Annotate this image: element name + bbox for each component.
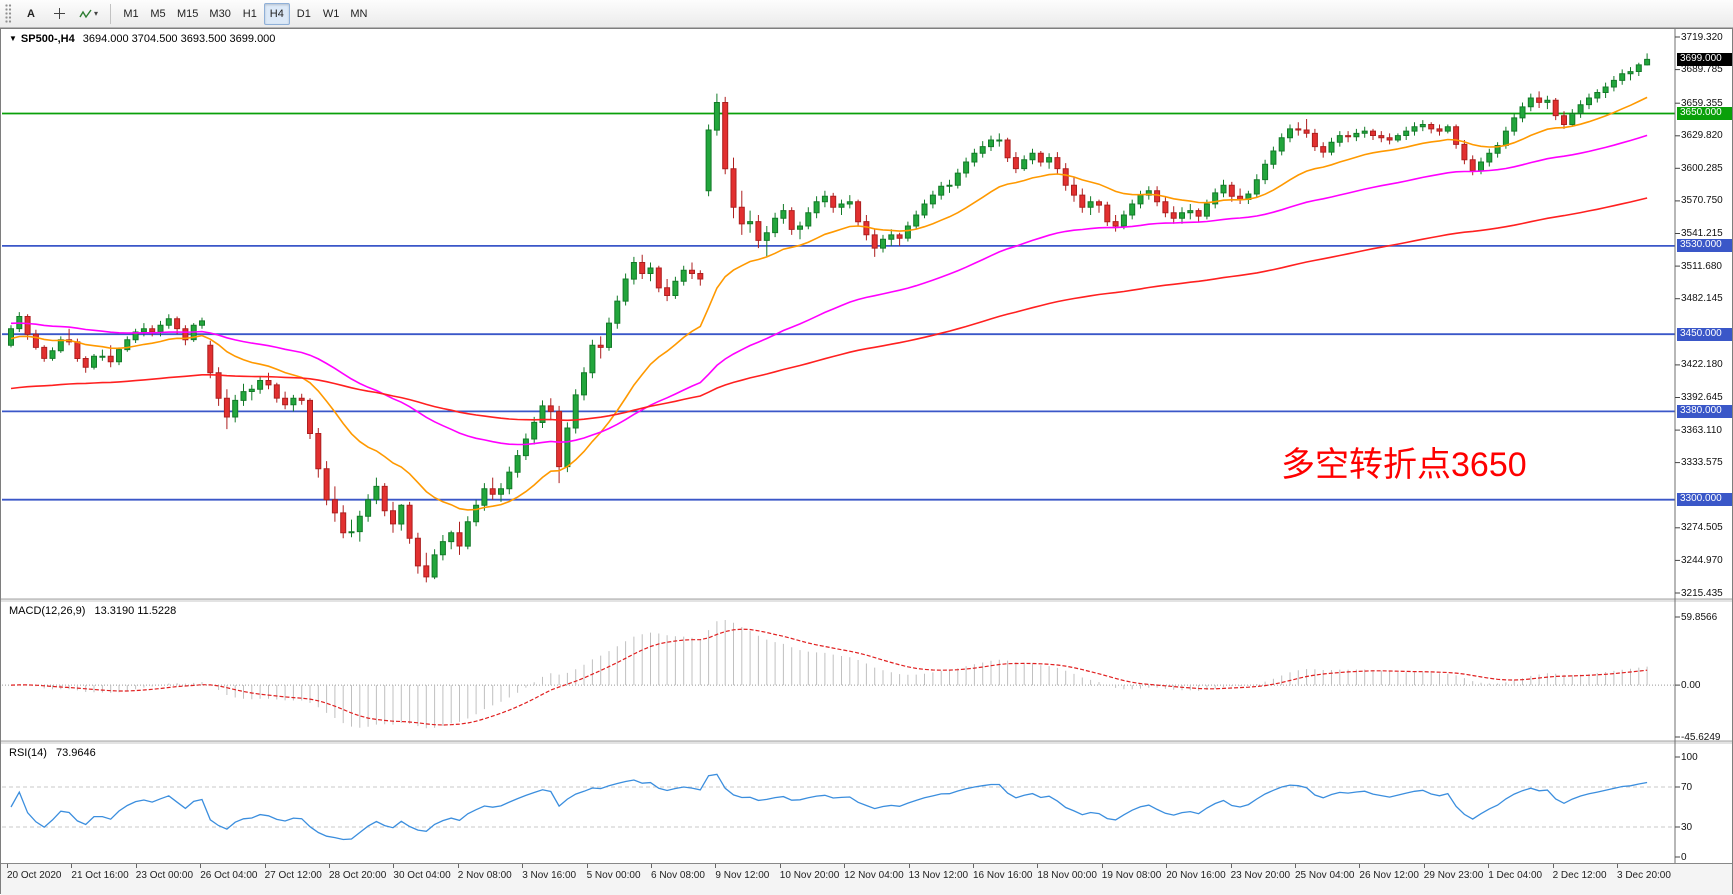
rsi-line — [10, 773, 1648, 841]
chart-background — [1, 29, 1732, 863]
time-tick-mark — [586, 864, 588, 868]
macd-signal-line — [10, 628, 1648, 726]
time-tick-label: 23 Oct 00:00 — [135, 870, 194, 881]
time-tick-label: 3 Dec 20:00 — [1617, 870, 1671, 881]
timeframe-group: M1 M5 M15 M30 H1 H4 D1 W1 MN — [118, 2, 372, 25]
zigzag-indicator-icon — [79, 9, 92, 18]
time-tick-mark — [393, 864, 395, 868]
bear-candle-bodies — [24, 97, 1567, 578]
time-tick-mark — [1037, 864, 1039, 868]
time-tick-mark — [1552, 864, 1554, 868]
time-tick-mark — [1101, 864, 1103, 868]
time-tick-mark — [71, 864, 73, 868]
time-tick-mark — [522, 864, 524, 868]
time-tick-mark — [651, 864, 652, 868]
time-tick-mark — [264, 864, 266, 868]
time-tick-label: 2 Nov 08:00 — [457, 870, 512, 881]
time-tick-label: 20 Oct 2020 — [7, 870, 62, 881]
ma-mid-magenta — [10, 134, 1648, 446]
rsi-name: RSI(14) — [9, 747, 47, 759]
time-tick-label: 27 Oct 12:00 — [264, 870, 322, 881]
timeframe-button-m30[interactable]: M30 — [204, 3, 235, 25]
time-tick-label: 26 Oct 04:00 — [200, 870, 258, 881]
time-tick-mark — [779, 864, 781, 868]
time-tick-label: 18 Nov 00:00 — [1037, 870, 1097, 881]
time-tick-mark — [7, 864, 8, 868]
timeframe-button-mn[interactable]: MN — [345, 3, 372, 25]
time-tick-label: 23 Nov 20:00 — [1230, 870, 1291, 881]
time-tick-label: 2 Dec 12:00 — [1552, 870, 1607, 881]
timeframe-button-h1[interactable]: H1 — [237, 3, 263, 25]
time-tick-mark — [1488, 864, 1490, 868]
time-tick-label: 3 Nov 16:00 — [522, 870, 577, 881]
time-tick-label: 29 Nov 23:00 — [1423, 870, 1484, 881]
price-chart[interactable] — [1, 29, 1732, 863]
symbol-header: ▼ SP500-,H4 3694.000 3704.500 3693.500 369… — [9, 33, 275, 45]
time-tick-mark — [457, 864, 459, 868]
timeframe-button-m1[interactable]: M1 — [118, 3, 144, 25]
toolbar-separator — [110, 3, 112, 24]
indicators-dropdown-button[interactable]: ▾ — [74, 3, 103, 25]
crosshair-icon — [53, 8, 65, 19]
time-tick-mark — [844, 864, 846, 868]
chart-window: ▼ SP500-,H4 3694.000 3704.500 3693.500 369… — [0, 28, 1733, 895]
timeframe-button-d1[interactable]: D1 — [291, 3, 317, 25]
time-tick-mark — [1230, 864, 1232, 868]
time-tick-mark — [329, 864, 330, 868]
macd-values: 13.3190 11.5228 — [94, 605, 177, 617]
time-tick-mark — [1617, 864, 1618, 868]
ohlc-values: 3694.000 3704.500 3693.500 3699.000 — [82, 33, 276, 45]
time-tick-mark — [973, 864, 974, 868]
time-tick-mark — [908, 864, 910, 868]
time-tick-label: 30 Oct 04:00 — [393, 870, 451, 881]
timeframe-button-m5[interactable]: M5 — [145, 3, 171, 25]
toolbar-grip[interactable] — [5, 3, 12, 24]
chart-annotation-text: 多空转折点3650 — [1281, 446, 1527, 484]
time-axis[interactable]: 20 Oct 2020 21 Oct 16:00 23 Oct 00:00 26 Oc… — [1, 863, 1732, 895]
symbol-name: SP500-,H4 — [20, 33, 75, 45]
time-tick-label: 16 Nov 16:00 — [973, 870, 1033, 881]
bull-candle-bodies — [8, 58, 1651, 578]
text-annotation-button[interactable]: A — [18, 3, 44, 25]
time-tick-mark — [1166, 864, 1168, 868]
time-tick-label: 25 Nov 04:00 — [1295, 870, 1355, 881]
macd-name: MACD(12,26,9) — [9, 605, 86, 617]
time-tick-label: 20 Nov 16:00 — [1166, 870, 1226, 881]
pane-separator[interactable] — [1, 599, 1732, 602]
time-tick-label: 5 Nov 00:00 — [586, 870, 641, 881]
time-tick-mark — [1423, 864, 1425, 868]
time-tick-label: 6 Nov 08:00 — [651, 870, 705, 881]
time-tick-label: 9 Nov 12:00 — [715, 870, 770, 881]
timeframe-button-m15[interactable]: M15 — [172, 3, 203, 25]
time-tick-label: 12 Nov 04:00 — [844, 870, 904, 881]
time-tick-label: 26 Nov 12:00 — [1359, 870, 1419, 881]
time-tick-mark — [1359, 864, 1361, 868]
rsi-pane-label: RSI(14) 73.9646 — [9, 747, 96, 759]
time-tick-mark — [715, 864, 717, 868]
time-tick-label: 28 Oct 20:00 — [329, 870, 387, 881]
time-tick-label: 13 Nov 12:00 — [908, 870, 969, 881]
timeframe-button-w1[interactable]: W1 — [318, 3, 345, 25]
chevron-down-icon: ▾ — [94, 9, 99, 18]
time-tick-label: 21 Oct 16:00 — [71, 870, 129, 881]
time-tick-mark — [135, 864, 137, 868]
timeframe-button-h4[interactable]: H4 — [263, 2, 290, 25]
time-tick-label: 19 Nov 08:00 — [1101, 870, 1162, 881]
time-tick-label: 10 Nov 20:00 — [779, 870, 840, 881]
main-toolbar: A ▾ M1 M5 M15 M30 H1 H4 D1 W1 MN — [0, 0, 1733, 28]
macd-pane-label: MACD(12,26,9) 13.3190 11.5228 — [9, 605, 176, 617]
time-tick-label: 1 Dec 04:00 — [1488, 870, 1543, 881]
ma-slow-red — [10, 197, 1648, 422]
time-tick-mark — [1295, 864, 1296, 868]
time-tick-mark — [200, 864, 202, 868]
pane-separator[interactable] — [1, 741, 1732, 744]
macd-histogram — [18, 620, 1648, 729]
crosshair-button[interactable] — [46, 3, 72, 25]
ma-fast-orange — [10, 96, 1648, 511]
quote-dropdown-icon[interactable]: ▼ — [9, 34, 17, 43]
rsi-value: 73.9646 — [55, 747, 96, 759]
